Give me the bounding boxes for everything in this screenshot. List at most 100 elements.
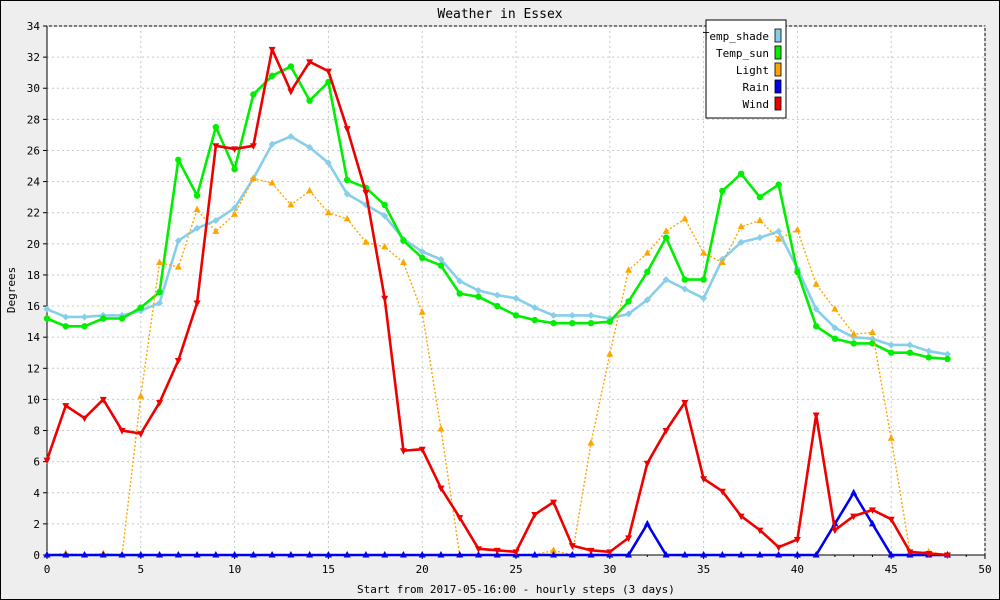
data-point-temp-sun — [925, 354, 932, 361]
data-point-light — [700, 249, 708, 256]
data-point-rain — [193, 551, 201, 558]
data-point-wind — [249, 143, 257, 150]
legend-swatch — [774, 96, 782, 111]
data-point-temp-sun — [512, 312, 520, 319]
data-point-temp-shade — [925, 347, 933, 355]
data-point-temp-sun — [268, 72, 276, 79]
data-point-temp-shade — [493, 291, 501, 299]
data-point-light — [812, 280, 820, 287]
y-tick-label: 32 — [27, 51, 40, 64]
data-point-temp-sun — [606, 318, 613, 325]
data-point-temp-shade — [437, 255, 445, 263]
data-point-rain — [456, 551, 464, 558]
y-tick-label: 20 — [27, 238, 40, 251]
data-point-temp-shade — [81, 313, 89, 321]
y-tick-label: 8 — [33, 425, 40, 438]
data-point-temp-sun — [550, 319, 557, 327]
legend-swatch — [774, 28, 782, 43]
y-tick-label: 4 — [33, 487, 40, 500]
data-point-temp-sun — [212, 123, 220, 131]
data-point-temp-shade — [625, 310, 633, 318]
data-point-rain — [887, 551, 895, 558]
legend-box — [705, 19, 787, 119]
y-tick-label: 14 — [27, 331, 41, 344]
data-point-temp-shade — [62, 313, 70, 321]
data-point-light — [212, 227, 220, 234]
data-point-wind — [831, 527, 839, 535]
series-layer — [43, 46, 951, 559]
data-point-temp-shade — [193, 224, 201, 232]
data-point-wind — [643, 460, 651, 468]
data-point-temp-shade — [324, 159, 332, 167]
data-point-light — [718, 258, 726, 265]
data-point-temp-shade — [831, 324, 839, 332]
data-point-temp-shade — [156, 299, 164, 307]
data-point-rain — [174, 551, 182, 558]
x-axis-title: Start from 2017-05-16:00 - hourly steps … — [357, 583, 675, 596]
data-point-wind — [81, 415, 89, 423]
data-point-temp-sun — [681, 276, 689, 283]
data-point-temp-sun — [193, 192, 201, 199]
data-point-wind — [324, 68, 332, 76]
data-point-light — [174, 263, 182, 270]
data-point-rain — [718, 551, 726, 558]
data-point-temp-sun — [118, 315, 126, 322]
data-point-light — [249, 174, 257, 181]
data-point-temp-sun — [456, 290, 463, 297]
x-tick-label: 25 — [509, 563, 522, 576]
data-point-light — [550, 546, 558, 553]
data-point-light — [287, 200, 295, 208]
data-point-rain — [474, 551, 482, 558]
data-point-wind — [868, 507, 876, 514]
data-point-wind — [718, 488, 726, 496]
y-tick-label: 12 — [27, 362, 40, 375]
data-point-temp-shade — [587, 311, 595, 319]
data-point-wind — [362, 189, 370, 197]
data-point-wind — [887, 516, 895, 524]
series-wind — [43, 46, 951, 559]
data-point-rain — [306, 551, 314, 558]
y-tick-label: 22 — [27, 207, 40, 220]
data-point-rain — [268, 551, 276, 558]
data-point-temp-sun — [287, 63, 295, 70]
y-tick-label: 18 — [27, 269, 40, 282]
data-point-temp-shade — [174, 237, 182, 245]
data-point-temp-sun — [175, 156, 182, 164]
legend-swatch — [774, 79, 782, 94]
data-point-temp-shade — [943, 350, 951, 358]
data-point-rain — [625, 551, 633, 558]
data-point-wind — [381, 295, 389, 303]
data-point-light — [587, 438, 595, 446]
data-point-temp-shade — [381, 212, 389, 220]
legend-label: Wind — [743, 98, 770, 111]
data-point-wind — [231, 146, 239, 153]
data-point-light — [418, 308, 426, 315]
data-point-temp-sun — [475, 293, 482, 300]
data-point-wind — [306, 59, 314, 66]
data-point-wind — [737, 513, 745, 521]
data-point-wind — [925, 550, 933, 558]
data-point-temp-sun — [944, 355, 951, 363]
data-point-wind — [474, 546, 482, 553]
data-point-wind — [193, 300, 201, 307]
data-point-rain — [99, 551, 107, 558]
data-point-light — [193, 205, 201, 213]
data-point-temp-shade — [906, 341, 914, 349]
data-point-light — [362, 238, 370, 245]
data-point-temp-shade — [512, 294, 520, 302]
data-point-rain — [437, 551, 445, 558]
data-point-temp-shade — [737, 238, 745, 246]
data-point-temp-sun — [775, 181, 782, 188]
y-tick-label: 0 — [33, 549, 40, 562]
data-point-light — [324, 208, 332, 216]
legend-label: Rain — [743, 81, 770, 94]
data-point-temp-sun — [587, 319, 595, 327]
x-tick-label: 15 — [322, 563, 335, 576]
plot-area — [46, 25, 986, 556]
data-point-temp-sun — [43, 315, 51, 322]
data-point-wind — [212, 143, 220, 150]
data-point-rain — [399, 551, 407, 558]
data-point-temp-shade — [456, 277, 464, 285]
data-point-rain — [812, 551, 820, 558]
data-point-light — [399, 258, 407, 265]
